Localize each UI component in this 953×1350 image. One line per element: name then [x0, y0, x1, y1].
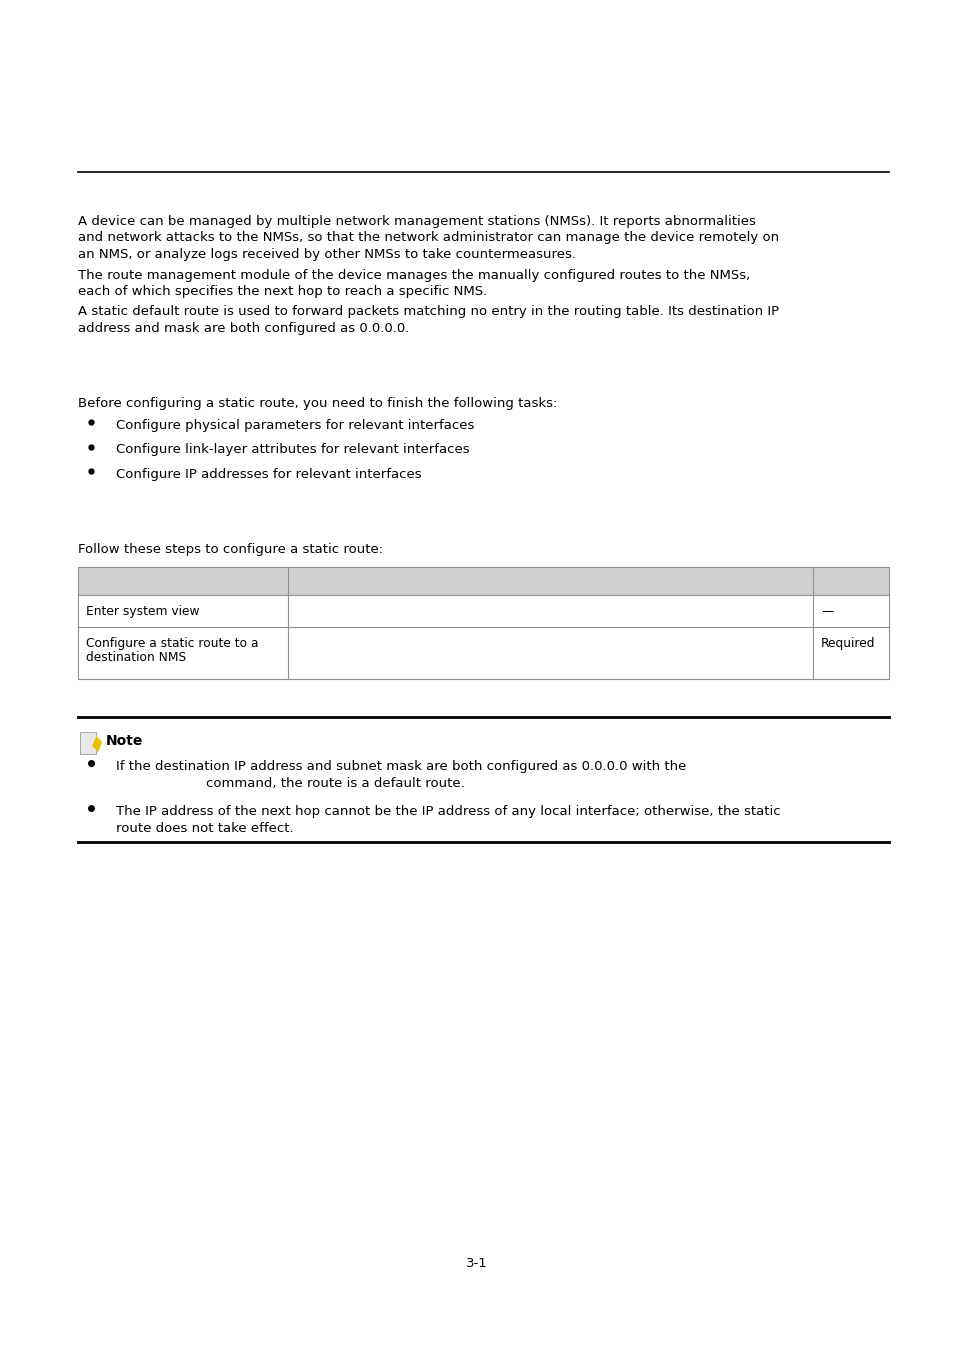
Text: Configure physical parameters for relevant interfaces: Configure physical parameters for releva…	[116, 418, 474, 432]
Text: —: —	[821, 605, 833, 618]
Text: Configure link-layer attributes for relevant interfaces: Configure link-layer attributes for rele…	[116, 444, 470, 456]
Text: A device can be managed by multiple network management stations (NMSs). It repor: A device can be managed by multiple netw…	[78, 215, 756, 228]
Text: Enter system view: Enter system view	[86, 605, 199, 618]
Text: 3-1: 3-1	[466, 1257, 487, 1270]
Bar	[80, 732, 96, 755]
Text: Follow these steps to configure a static route:: Follow these steps to configure a static…	[78, 543, 383, 555]
Text: address and mask are both configured as 0.0.0.0.: address and mask are both configured as …	[78, 323, 409, 335]
Bar	[78, 595, 888, 626]
Bar	[78, 626, 888, 679]
Text: and network attacks to the NMSs, so that the network administrator can manage th: and network attacks to the NMSs, so that…	[78, 231, 779, 244]
Polygon shape	[92, 736, 102, 752]
Text: Configure a static route to a: Configure a static route to a	[86, 637, 258, 649]
Text: route does not take effect.: route does not take effect.	[116, 822, 294, 834]
Text: each of which specifies the next hop to reach a specific NMS.: each of which specifies the next hop to …	[78, 285, 487, 298]
Text: A static default route is used to forward packets matching no entry in the routi: A static default route is used to forwar…	[78, 305, 779, 319]
Text: command, the route is a default route.: command, the route is a default route.	[206, 776, 464, 790]
Bar	[78, 567, 888, 595]
Text: If the destination IP address and subnet mask are both configured as 0.0.0.0 wit: If the destination IP address and subnet…	[116, 760, 686, 774]
Text: an NMS, or analyze logs received by other NMSs to take countermeasures.: an NMS, or analyze logs received by othe…	[78, 248, 576, 261]
Text: Configure IP addresses for relevant interfaces: Configure IP addresses for relevant inte…	[116, 468, 421, 481]
Text: Before configuring a static route, you need to finish the following tasks:: Before configuring a static route, you n…	[78, 397, 557, 409]
Text: destination NMS: destination NMS	[86, 651, 186, 664]
Text: Note: Note	[106, 734, 144, 748]
Text: The IP address of the next hop cannot be the IP address of any local interface; : The IP address of the next hop cannot be…	[116, 805, 781, 818]
Text: The route management module of the device manages the manually configured routes: The route management module of the devic…	[78, 269, 750, 282]
Text: Required: Required	[821, 637, 875, 649]
